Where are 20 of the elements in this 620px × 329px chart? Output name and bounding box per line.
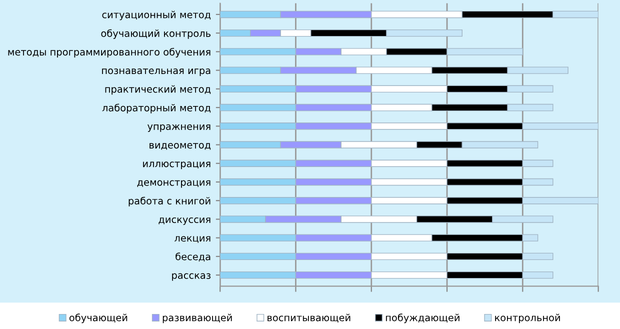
- y-tick-label: дискуссия: [158, 217, 210, 225]
- y-tick-label: рассказ: [172, 273, 210, 281]
- y-tick-label: видеометод: [150, 143, 211, 150]
- y-tick-label: ситуационный метод: [102, 10, 211, 20]
- y-tick-label: практический метод: [105, 85, 211, 95]
- legend-label: побуждающей: [386, 314, 460, 324]
- y-tick-label: лабораторный метод: [102, 104, 211, 114]
- y-tick-label: демонстрация: [137, 180, 210, 188]
- y-tick-label: обучающий контроль: [101, 29, 210, 39]
- y-tick-label: иллюстрация: [143, 162, 210, 170]
- y-tick-label: упражнения: [148, 124, 210, 132]
- y-tick-label: работа с книгой: [128, 196, 210, 206]
- y-tick-label: беседа: [176, 252, 210, 262]
- legend-label: воспитывающей: [268, 314, 350, 322]
- legend-label: контрольной: [495, 314, 560, 324]
- legend-label: развивающей: [162, 314, 232, 324]
- y-tick-label: лекция: [174, 236, 210, 243]
- y-tick-label: методы программированного обучения: [8, 48, 210, 58]
- legend-label: обучающей: [69, 314, 128, 324]
- y-tick-label: познавательная игра: [102, 68, 210, 76]
